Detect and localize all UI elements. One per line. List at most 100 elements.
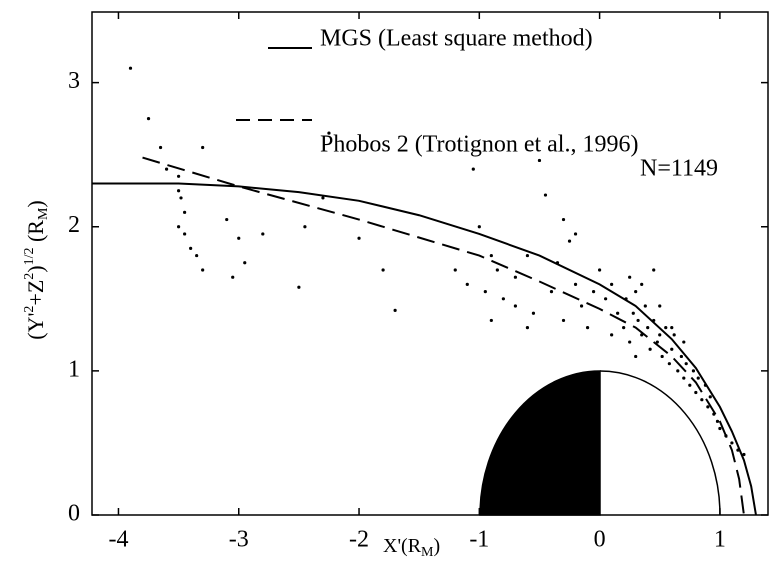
data-point bbox=[164, 167, 169, 171]
y-axis-label: (Y'2+Z2)1/2 (RM) bbox=[22, 200, 51, 340]
data-point bbox=[646, 326, 650, 330]
y-tick-label: 2 bbox=[68, 212, 80, 238]
data-point bbox=[682, 376, 686, 380]
data-point bbox=[501, 297, 505, 301]
data-point bbox=[636, 318, 640, 323]
data-point bbox=[610, 333, 614, 337]
data-point bbox=[189, 246, 193, 250]
mars-night-side bbox=[479, 370, 601, 516]
y-label-part: 2 bbox=[22, 273, 37, 280]
data-point bbox=[483, 290, 487, 294]
data-point bbox=[679, 354, 683, 359]
data-point bbox=[628, 275, 632, 279]
data-point bbox=[640, 282, 644, 286]
data-point bbox=[684, 362, 688, 366]
data-point bbox=[648, 347, 652, 351]
data-point bbox=[261, 232, 265, 236]
data-point bbox=[736, 448, 740, 452]
legend-label: MGS (Least square method) bbox=[320, 26, 593, 52]
data-point bbox=[658, 304, 662, 308]
annotation: N=1149 bbox=[640, 156, 718, 182]
data-point bbox=[634, 354, 638, 359]
data-point bbox=[489, 253, 493, 258]
data-point bbox=[146, 117, 151, 121]
data-point bbox=[676, 369, 680, 373]
data-point bbox=[183, 210, 187, 214]
data-point bbox=[225, 217, 229, 222]
data-point bbox=[297, 285, 301, 289]
data-point bbox=[381, 268, 385, 272]
data-point bbox=[525, 326, 530, 330]
data-point bbox=[616, 311, 620, 315]
data-point bbox=[465, 282, 469, 286]
y-tick-label: 3 bbox=[68, 68, 80, 94]
data-point bbox=[513, 275, 518, 279]
data-point bbox=[357, 236, 361, 240]
data-point bbox=[231, 275, 235, 279]
data-point bbox=[703, 383, 708, 387]
data-point bbox=[327, 131, 331, 135]
data-point bbox=[195, 253, 199, 258]
data-point bbox=[453, 268, 457, 272]
data-point bbox=[183, 232, 187, 236]
data-point bbox=[201, 145, 205, 150]
data-point bbox=[177, 225, 181, 229]
data-point bbox=[682, 340, 686, 344]
data-point bbox=[573, 232, 578, 236]
data-point bbox=[537, 158, 542, 163]
y-label-part: (Y' bbox=[23, 313, 48, 340]
data-point bbox=[667, 362, 671, 366]
legend-label: Phobos 2 (Trotignon et al., 1996) bbox=[320, 132, 638, 158]
y-label-part: ) bbox=[23, 265, 48, 272]
data-point bbox=[724, 434, 728, 438]
x-label-part: (R bbox=[401, 535, 422, 557]
data-point bbox=[622, 326, 626, 330]
x-tick-label: -4 bbox=[108, 527, 128, 553]
data-point bbox=[555, 261, 560, 265]
data-point bbox=[598, 268, 602, 272]
data-point bbox=[549, 290, 554, 294]
x-tick-label: -1 bbox=[469, 527, 489, 553]
mars-day-side bbox=[599, 370, 721, 516]
x-tick-label: 0 bbox=[594, 527, 606, 553]
data-point bbox=[624, 297, 628, 301]
data-point bbox=[631, 311, 635, 315]
data-point bbox=[672, 333, 676, 337]
data-point bbox=[477, 225, 481, 229]
y-label-part: 2 bbox=[22, 306, 37, 313]
data-point bbox=[243, 261, 247, 265]
y-label-part: M bbox=[36, 207, 51, 220]
data-point bbox=[730, 441, 734, 445]
data-point bbox=[179, 196, 183, 200]
data-point bbox=[715, 419, 720, 423]
data-point bbox=[658, 333, 662, 337]
data-point bbox=[471, 167, 475, 171]
data-point bbox=[706, 405, 710, 409]
data-point bbox=[201, 268, 205, 272]
data-point bbox=[489, 318, 493, 323]
data-point bbox=[691, 369, 696, 373]
y-label-part: 1/2 bbox=[22, 248, 37, 266]
data-point bbox=[495, 268, 499, 272]
x-label-part: M bbox=[421, 545, 434, 560]
data-point bbox=[591, 290, 596, 294]
data-point bbox=[604, 297, 608, 301]
curve bbox=[142, 156, 745, 516]
data-point bbox=[670, 326, 674, 330]
data-point bbox=[158, 145, 163, 150]
data-point bbox=[718, 426, 722, 431]
x-label-part: X' bbox=[383, 535, 401, 557]
data-point bbox=[643, 304, 647, 308]
plot-frame bbox=[91, 11, 769, 516]
data-point bbox=[670, 347, 674, 351]
data-point bbox=[694, 390, 698, 395]
data-point bbox=[561, 217, 566, 222]
data-point bbox=[696, 376, 700, 380]
data-point bbox=[579, 304, 584, 308]
data-point bbox=[712, 412, 716, 416]
y-tick-label: 0 bbox=[68, 501, 80, 527]
data-point bbox=[652, 318, 656, 323]
data-point bbox=[655, 340, 659, 344]
curve bbox=[92, 182, 757, 516]
